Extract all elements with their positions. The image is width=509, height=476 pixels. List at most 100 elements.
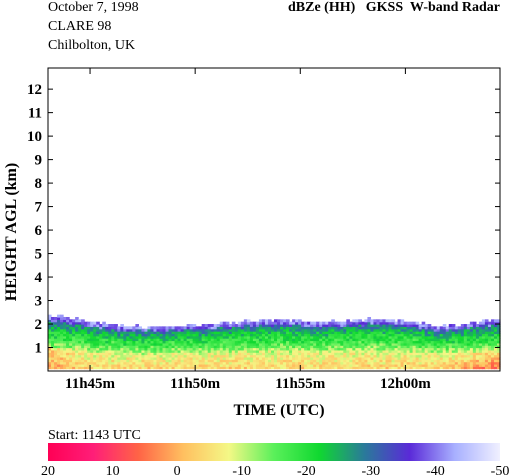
heatmap-cell bbox=[415, 354, 420, 358]
heatmap-cell bbox=[295, 321, 299, 325]
heatmap-cell bbox=[258, 352, 263, 356]
heatmap-cell bbox=[427, 347, 432, 351]
heatmap-cell bbox=[481, 347, 486, 351]
heatmap-cell bbox=[240, 335, 245, 339]
heatmap-cell bbox=[427, 352, 432, 356]
heatmap-cell bbox=[364, 324, 369, 327]
heatmap-cell bbox=[331, 342, 335, 346]
heatmap-cell bbox=[286, 326, 290, 330]
heatmap-cell bbox=[240, 333, 245, 337]
heatmap-cell bbox=[243, 321, 248, 325]
heatmap-cell bbox=[69, 361, 73, 365]
heatmap-cell bbox=[249, 366, 254, 370]
heatmap-cell bbox=[346, 347, 350, 351]
heatmap-cell bbox=[243, 340, 248, 344]
heatmap-cell bbox=[292, 324, 296, 327]
heatmap-cell bbox=[144, 335, 149, 339]
heatmap-cell bbox=[466, 347, 471, 351]
heatmap-cell bbox=[373, 338, 378, 342]
heatmap-cell bbox=[454, 363, 459, 367]
heatmap-cell bbox=[216, 352, 221, 356]
heatmap-cell bbox=[183, 328, 188, 332]
heatmap-cell bbox=[280, 354, 284, 358]
heatmap-cell bbox=[385, 354, 390, 358]
heatmap-cell bbox=[270, 328, 275, 332]
heatmap-cell bbox=[111, 340, 115, 344]
heatmap-cell bbox=[210, 354, 215, 358]
heatmap-cell bbox=[174, 345, 179, 349]
heatmap-cell bbox=[388, 321, 393, 325]
heatmap-cell bbox=[147, 347, 152, 351]
heatmap-cell bbox=[274, 331, 278, 335]
heatmap-cell bbox=[207, 324, 212, 327]
heatmap-cell bbox=[252, 354, 257, 358]
heatmap-cell bbox=[313, 354, 317, 358]
heatmap-cell bbox=[258, 328, 263, 332]
heatmap-cell bbox=[69, 328, 73, 332]
heatmap-cell bbox=[307, 352, 311, 356]
heatmap-cell bbox=[493, 361, 498, 365]
heatmap-cell bbox=[99, 326, 103, 330]
heatmap-cell bbox=[325, 342, 329, 346]
heatmap-cell bbox=[105, 335, 109, 339]
heatmap-cell bbox=[102, 352, 106, 356]
heatmap-cell bbox=[286, 349, 290, 353]
heatmap-cell bbox=[364, 331, 369, 335]
heatmap-cell bbox=[126, 359, 130, 363]
heatmap-cell bbox=[430, 366, 435, 370]
heatmap-cell bbox=[195, 356, 200, 360]
heatmap-cell bbox=[246, 331, 251, 335]
heatmap-cell bbox=[81, 331, 85, 335]
heatmap-cell bbox=[331, 361, 335, 365]
heatmap-cell bbox=[337, 366, 341, 370]
heatmap-cell bbox=[415, 331, 420, 335]
heatmap-cell bbox=[463, 324, 468, 327]
heatmap-cell bbox=[418, 352, 423, 356]
heatmap-cell bbox=[283, 331, 287, 335]
heatmap-cell bbox=[150, 338, 155, 342]
heatmap-cell bbox=[418, 331, 423, 335]
heatmap-cell bbox=[78, 363, 82, 367]
heatmap-cell bbox=[252, 340, 257, 344]
heatmap-cell bbox=[457, 361, 462, 365]
heatmap-cell bbox=[388, 340, 393, 344]
heatmap-cell bbox=[243, 356, 248, 360]
heatmap-cell bbox=[337, 363, 341, 367]
heatmap-cell bbox=[481, 321, 486, 325]
heatmap-cell bbox=[222, 326, 227, 330]
heatmap-cell bbox=[367, 366, 372, 370]
heatmap-cell bbox=[343, 345, 347, 349]
heatmap-cell bbox=[472, 342, 477, 346]
heatmap-cell bbox=[90, 328, 94, 332]
heatmap-cell bbox=[162, 331, 167, 335]
heatmap-cell bbox=[195, 366, 200, 370]
heatmap-cell bbox=[210, 347, 215, 351]
heatmap-cell bbox=[222, 359, 227, 363]
heatmap-cell bbox=[90, 354, 94, 358]
heatmap-cell bbox=[264, 345, 269, 349]
heatmap-cell bbox=[379, 342, 384, 346]
heatmap-cell bbox=[84, 345, 88, 349]
heatmap-cell bbox=[400, 356, 405, 360]
heatmap-cell bbox=[195, 338, 200, 342]
heatmap-cell bbox=[207, 326, 212, 330]
heatmap-cell bbox=[439, 352, 444, 356]
heatmap-cell bbox=[388, 349, 393, 353]
heatmap-cell bbox=[153, 354, 158, 358]
heatmap-cell bbox=[267, 361, 272, 365]
heatmap-cell bbox=[60, 361, 64, 365]
heatmap-cell bbox=[310, 333, 314, 337]
heatmap-cell bbox=[430, 359, 435, 363]
heatmap-cell bbox=[183, 338, 188, 342]
heatmap-cell bbox=[406, 352, 411, 356]
heatmap-cell bbox=[105, 340, 109, 344]
heatmap-cell bbox=[234, 338, 239, 342]
heatmap-cell bbox=[379, 352, 384, 356]
heatmap-cell bbox=[204, 349, 209, 353]
heatmap-cell bbox=[346, 324, 350, 327]
heatmap-cell bbox=[240, 331, 245, 335]
heatmap-cell bbox=[63, 321, 67, 325]
heatmap-cell bbox=[123, 363, 127, 367]
heatmap-cell bbox=[298, 321, 302, 325]
heatmap-cell bbox=[361, 363, 365, 367]
